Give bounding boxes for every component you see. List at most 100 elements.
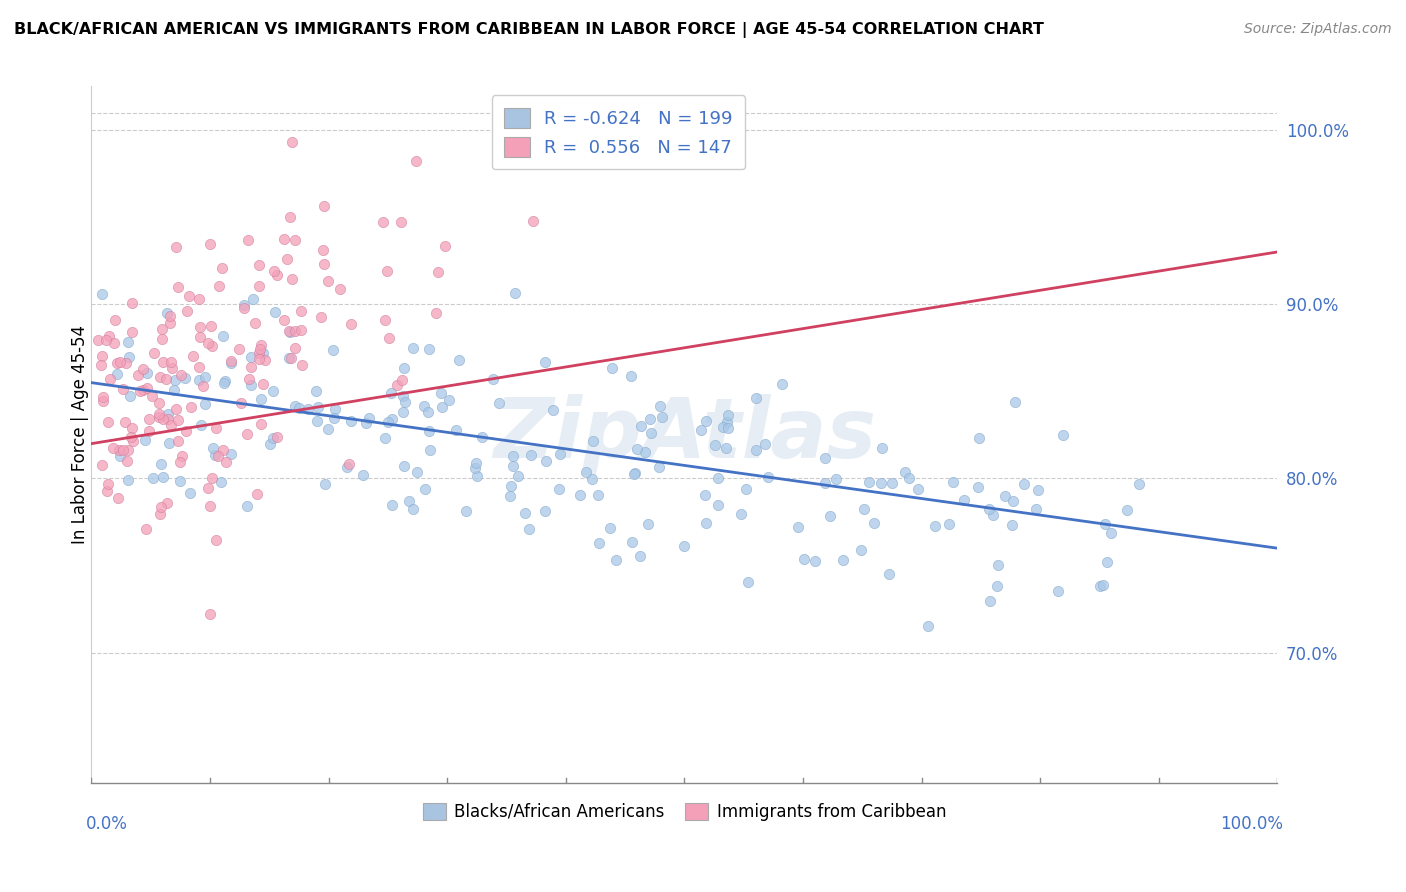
Point [381,498,404,512]
Point [162,360,184,375]
Point [284,233,307,247]
Point [1004,395,1026,409]
Point [381,411,404,425]
Point [337,457,360,471]
Point [108,449,131,463]
Point [581,472,603,486]
Point [316,274,339,288]
Point [392,361,415,376]
Point [672,539,695,553]
Point [488,396,510,410]
Point [534,355,557,369]
Point [716,441,738,455]
Point [254,353,277,368]
Point [716,415,738,429]
Point [90,286,112,301]
Point [291,358,314,372]
Y-axis label: In Labor Force | Age 45-54: In Labor Force | Age 45-54 [72,326,89,544]
Point [93,390,115,404]
Point [262,431,284,445]
Point [149,370,172,384]
Point [505,286,527,301]
Point [198,236,221,251]
Legend: Blacks/African Americans, Immigrants from Caribbean: Blacks/African Americans, Immigrants fro… [416,796,953,828]
Point [250,417,273,432]
Point [394,395,416,409]
Point [103,441,125,455]
Point [707,498,730,512]
Point [1094,517,1116,532]
Point [689,424,711,438]
Point [129,384,152,398]
Point [318,422,340,436]
Point [522,214,544,228]
Point [187,292,209,306]
Point [219,354,242,368]
Point [107,442,129,457]
Point [464,461,486,475]
Point [238,372,260,386]
Point [247,346,270,360]
Point [231,396,253,410]
Point [314,476,336,491]
Point [444,423,467,437]
Point [640,425,662,440]
Point [703,438,725,452]
Point [211,260,233,275]
Point [166,413,188,427]
Point [986,579,1008,593]
Point [240,378,263,392]
Point [322,410,344,425]
Point [737,575,759,590]
Point [214,374,236,388]
Point [754,437,776,451]
Point [181,350,204,364]
Point [695,488,717,502]
Point [98,372,121,386]
Point [517,522,540,536]
Point [118,389,141,403]
Point [202,441,225,455]
Point [465,468,488,483]
Point [200,318,222,333]
Point [924,518,946,533]
Point [249,342,271,356]
Point [623,467,645,481]
Point [170,449,193,463]
Point [413,399,436,413]
Point [418,342,440,356]
Point [389,215,412,229]
Point [273,232,295,246]
Point [582,434,605,449]
Point [967,431,990,445]
Point [730,507,752,521]
Point [600,361,623,376]
Point [122,434,145,448]
Point [236,500,259,514]
Point [352,467,374,482]
Point [378,331,401,345]
Point [402,341,425,355]
Point [160,355,183,369]
Point [208,279,231,293]
Point [188,373,211,387]
Point [94,333,117,347]
Point [148,407,170,421]
Point [419,442,441,457]
Point [413,483,436,497]
Point [194,369,217,384]
Point [322,343,344,357]
Point [711,420,734,434]
Point [508,468,530,483]
Point [242,292,264,306]
Point [188,360,211,375]
Point [464,456,486,470]
Point [917,619,939,633]
Point [212,443,235,458]
Point [191,379,214,393]
Point [197,335,219,350]
Point [858,475,880,490]
Point [170,368,193,383]
Point [391,373,413,387]
Point [336,460,359,475]
